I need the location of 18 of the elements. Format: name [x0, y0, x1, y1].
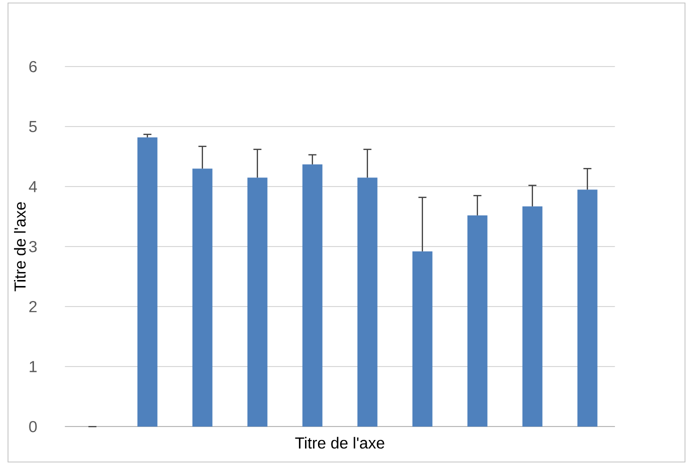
bar [192, 168, 212, 427]
y-tick-label: 3 [29, 240, 37, 252]
bar [467, 215, 488, 427]
y-tick-label: 6 [29, 60, 37, 72]
bar [247, 178, 268, 427]
y-tick-label: 5 [29, 121, 37, 132]
x-axis-title: Titre de l'axe [295, 436, 384, 449]
bar [357, 178, 378, 427]
bar [412, 251, 432, 427]
bar [302, 164, 322, 427]
bar [137, 137, 158, 427]
bar [522, 206, 542, 427]
y-tick-label: 2 [29, 301, 37, 312]
y-tick-label: 1 [30, 361, 37, 372]
bar [577, 190, 598, 427]
y-tick-label: 0 [29, 420, 37, 432]
y-axis-title: Titre de l'axe [14, 202, 26, 292]
y-tick-label: 4 [28, 181, 37, 192]
